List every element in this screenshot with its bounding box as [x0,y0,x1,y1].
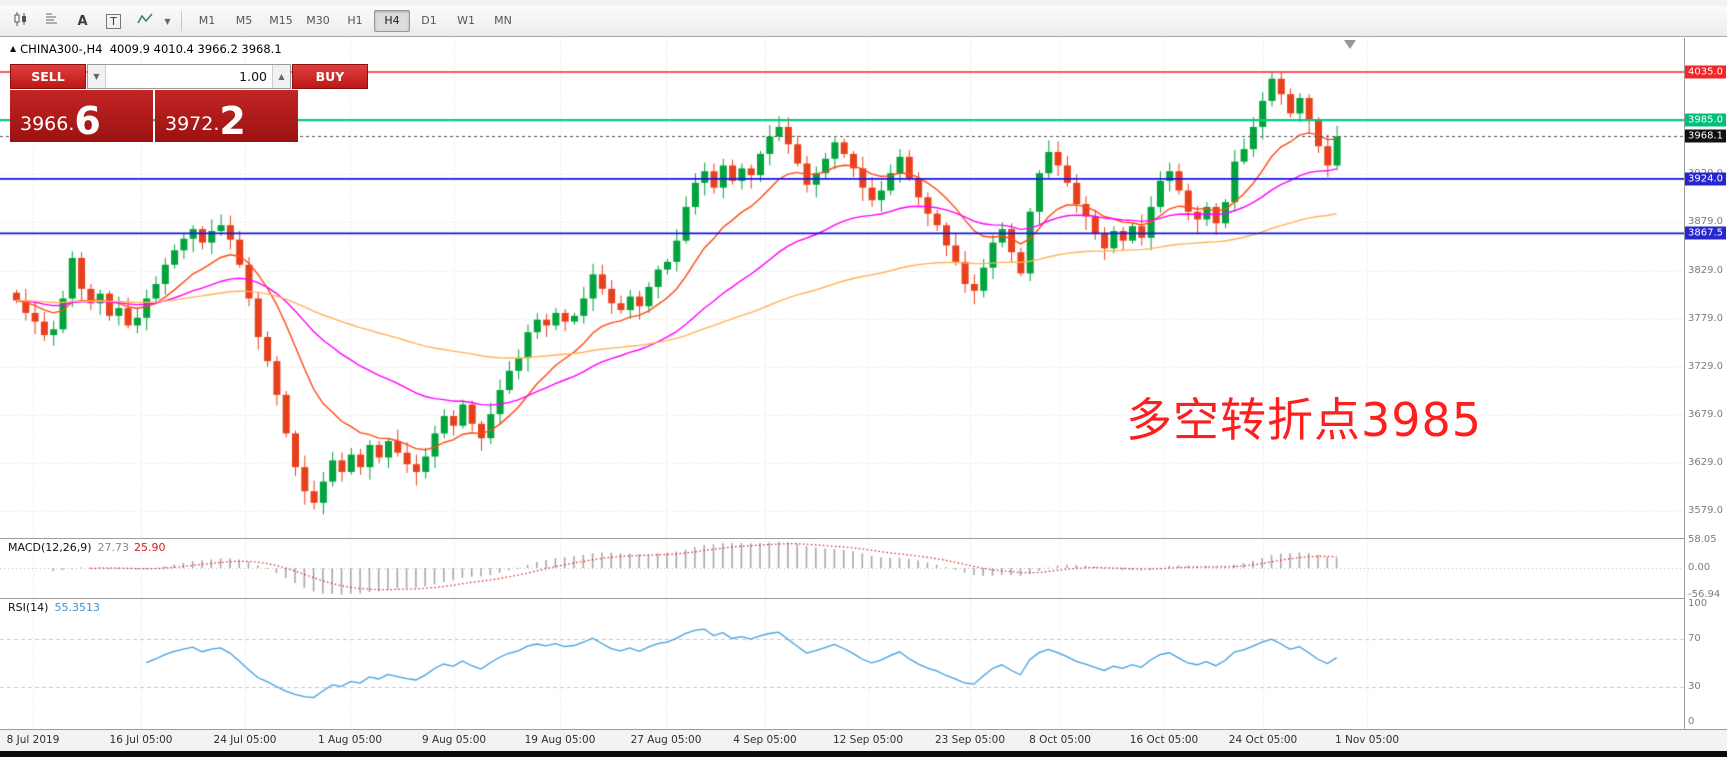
zigzag-indicator-icon [136,11,153,31]
text-box-icon: T [106,13,121,29]
panel-separator[interactable] [0,598,1684,599]
time-axis-label: 12 Sep 05:00 [832,734,904,746]
indicators-dropdown-button[interactable]: ▼ [161,9,174,33]
buy-price-pip: 2 [219,98,246,143]
time-axis-label: 24 Oct 05:00 [1228,734,1298,746]
time-axis-label: 16 Jul 05:00 [109,734,173,746]
price-axis-label: 3729.0 [1688,360,1723,372]
bar-chart-button[interactable] [37,8,66,34]
timeframe-button-m15[interactable]: M15 [269,14,293,27]
timeframe-button-h1[interactable]: H1 [347,14,363,27]
timeframe-group: M1 M5 M15 M30 H1 H4 D1 W1 MN [189,10,521,32]
caret-down-icon: ▼ [93,72,100,81]
timeframe-button-m1[interactable]: M1 [198,14,216,27]
price-level-badge: 3867.5 [1685,226,1726,240]
sell-price-int: 3966. [20,113,75,135]
caret-up-icon: ▲ [278,72,285,81]
price-axis-separator [1684,38,1685,751]
time-axis-label: 9 Aug 05:00 [421,734,487,746]
candlestick-chart-icon [13,11,29,31]
time-axis-label: 24 Jul 05:00 [213,734,277,746]
time-axis[interactable] [0,729,1727,751]
time-axis-label: 8 Oct 05:00 [1029,734,1091,746]
sell-button[interactable]: SELL [10,64,86,89]
macd-panel-canvas[interactable] [0,538,1684,598]
buy-button[interactable]: BUY [292,64,368,89]
text-tool-button[interactable]: T [99,8,128,34]
chart-annotation-text: 多空转折点3985 [1126,393,1483,447]
price-axis-label: 3679.0 [1688,409,1723,421]
cursor-tool-button[interactable]: A [68,8,97,34]
buy-price-display[interactable]: 3972. 2 [155,90,298,142]
sell-price-pip: 6 [74,98,101,143]
chart-ohlc-values: 4009.9 4010.4 3966.2 3968.1 [109,42,282,56]
time-axis-label: 4 Sep 05:00 [733,734,797,746]
current-price-badge: 3968.1 [1685,129,1726,143]
toolbar-separator [181,11,182,31]
bottom-clipped-bar [0,751,1727,757]
macd-signal-value: 25.90 [134,541,166,554]
time-axis-label: 23 Sep 05:00 [934,734,1006,746]
time-axis-label: 27 Aug 05:00 [630,734,702,746]
macd-axis-label: 0.00 [1688,562,1711,573]
time-axis-label: 19 Aug 05:00 [524,734,596,746]
volume-control: ▼ ▲ [87,64,291,89]
panel-separator[interactable] [0,538,1684,539]
timeframe-button-w1[interactable]: W1 [457,14,475,27]
timeframe-button-m5[interactable]: M5 [235,14,253,27]
rsi-axis-label: 70 [1688,633,1701,645]
chevron-down-icon: ▼ [164,16,171,26]
buy-price-int: 3972. [165,113,220,135]
letter-a-icon: A [77,13,88,29]
chart-symbol-title: CHINA300-,H4 [20,42,103,56]
time-axis-label: 1 Nov 05:00 [1334,734,1400,746]
timeframe-button-d1[interactable]: D1 [421,14,437,27]
price-axis-label: 3929.0 [1688,168,1723,180]
indicators-button[interactable] [130,8,159,34]
timeframe-button-m30[interactable]: M30 [306,14,330,27]
volume-input[interactable] [106,65,272,88]
volume-increase-button[interactable]: ▲ [272,65,290,88]
macd-label-row: MACD(12,26,9) 27.73 25.90 [8,541,166,554]
macd-label: MACD(12,26,9) [8,541,92,554]
rsi-label: RSI(14) [8,601,49,614]
macd-axis-label: -56.94 [1688,589,1721,601]
rsi-axis-label: 100 [1688,598,1708,609]
price-axis-label: 3629.0 [1688,457,1723,469]
bar-chart-icon [44,11,60,31]
time-axis-label: 1 Aug 05:00 [317,734,383,746]
rsi-label-row: RSI(14) 55.3513 [8,601,100,614]
timeframe-button-mn[interactable]: MN [494,14,512,27]
one-click-trading-widget: SELL ▼ ▲ BUY 3966.6 3972.2 [10,64,368,142]
price-level-badge: 3985.0 [1685,113,1726,127]
rsi-value: 55.3513 [54,601,100,614]
rsi-axis-label: 0 [1688,716,1695,727]
chart-title-row: ▲ CHINA300-,H4 4009.9 4010.4 3966.2 3968.… [10,42,282,56]
timeframe-button-h4[interactable]: H4 [374,10,410,32]
price-axis-label: 3779.0 [1688,312,1723,324]
candlestick-chart-button[interactable] [6,8,35,34]
volume-decrease-button[interactable]: ▼ [88,65,106,88]
rsi-panel-canvas[interactable] [0,598,1684,729]
price-axis-label: 3879.0 [1688,216,1723,228]
macd-main-value: 27.73 [97,541,130,554]
macd-axis-label: 58.05 [1688,534,1717,545]
chart-icon: ▲ [10,44,17,53]
price-level-badge: 4035.0 [1685,65,1726,79]
time-axis-label: 8 Jul 2019 [6,734,60,746]
price-axis-label: 3829.0 [1688,264,1723,276]
arrow-marker-icon [1344,40,1356,49]
rsi-axis-label: 30 [1688,680,1701,692]
sell-price-display[interactable]: 3966. 6 [10,90,153,142]
price-level-badge: 3924.0 [1685,172,1726,186]
time-axis-label: 16 Oct 05:00 [1129,734,1199,746]
price-axis-label: 3579.0 [1688,505,1723,517]
toolbar: A T ▼ M1 M5 M15 M30 H1 H4 D1 W1 MN [0,6,1727,37]
